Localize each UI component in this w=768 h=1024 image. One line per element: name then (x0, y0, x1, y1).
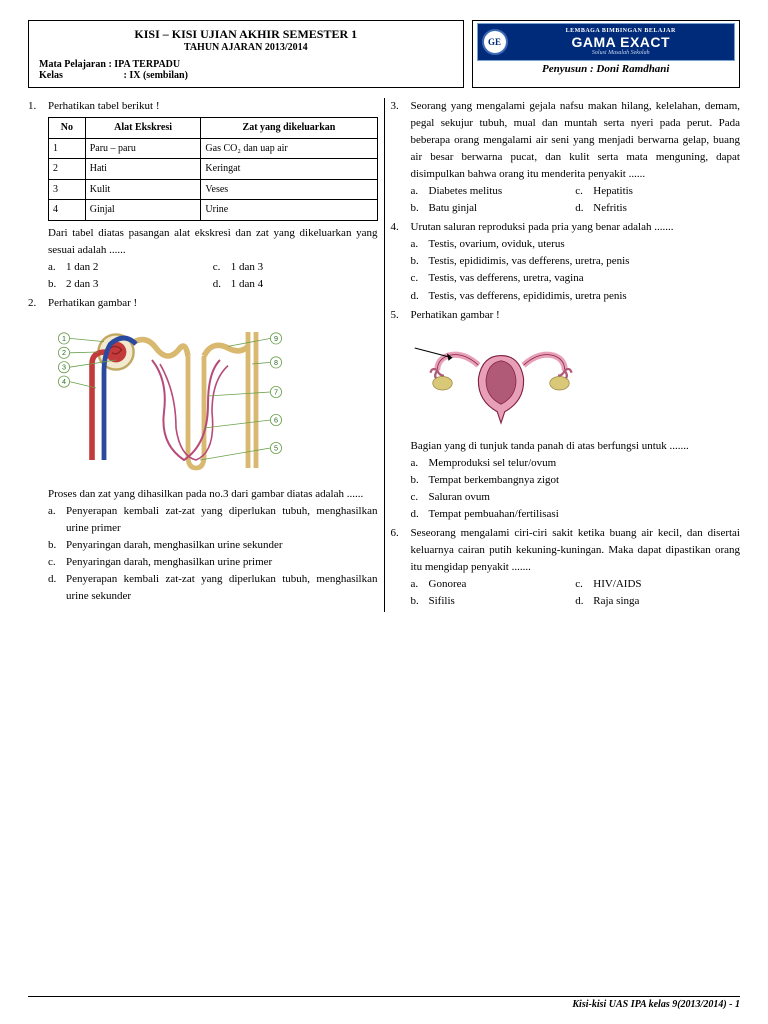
q3-opts: a.Diabetes melitus c.Hepatitis b.Batu gi… (411, 183, 741, 217)
footer: Kisi-kisi UAS IPA kelas 9(2013/2014) - 1 (28, 996, 740, 1010)
svg-text:8: 8 (274, 358, 278, 367)
author: Penyusun : Doni Ramdhani (477, 63, 735, 75)
q2-opts: a.Penyerapan kembali zat-zat yang diperl… (48, 503, 378, 605)
q2-after: Proses dan zat yang dihasilkan pada no.3… (48, 486, 378, 503)
q1-prompt: Perhatikan tabel berikut ! (48, 98, 378, 115)
question-3: 3. Seorang yang mengalami gejala nafsu m… (391, 98, 741, 217)
content: 1. Perhatikan tabel berikut ! No Alat Ek… (28, 98, 740, 612)
question-1: 1. Perhatikan tabel berikut ! No Alat Ek… (28, 98, 378, 293)
svg-text:5: 5 (274, 443, 278, 452)
column-right: 3. Seorang yang mengalami gejala nafsu m… (391, 98, 741, 612)
logo-circle-icon: GE (482, 29, 508, 55)
svg-text:6: 6 (274, 415, 278, 424)
q4-text: Urutan saluran reproduksi pada pria yang… (411, 219, 741, 236)
header: KISI – KISI UJIAN AKHIR SEMESTER 1 TAHUN… (28, 20, 740, 88)
svg-text:4: 4 (62, 377, 66, 386)
q6-text: Seseorang mengalami ciri-ciri sakit keti… (411, 525, 741, 576)
question-4: 4. Urutan saluran reproduksi pada pria y… (391, 219, 741, 304)
question-6: 6. Seseorang mengalami ciri-ciri sakit k… (391, 525, 741, 610)
column-divider (384, 98, 385, 612)
q6-opts: a.Gonorea c.HIV/AIDS b.Sifilis d.Raja si… (411, 576, 741, 610)
question-5: 5. Perhatikan gambar ! (391, 307, 741, 523)
column-left: 1. Perhatikan tabel berikut ! No Alat Ek… (28, 98, 378, 612)
svg-text:2: 2 (62, 348, 66, 357)
q4-opts: a.Testis, ovarium, oviduk, uterus b.Test… (411, 236, 741, 304)
q5-prompt: Perhatikan gambar ! (411, 307, 741, 324)
q3-text: Seorang yang mengalami gejala nafsu maka… (411, 98, 741, 183)
q5-after: Bagian yang di tunjuk tanda panah di ata… (411, 438, 741, 455)
logo: GE LEMBAGA BIMBINGAN BELAJAR GAMA EXACT … (477, 23, 735, 61)
svg-text:7: 7 (274, 387, 278, 396)
header-right: GE LEMBAGA BIMBINGAN BELAJAR GAMA EXACT … (472, 20, 740, 88)
q1-after: Dari tabel diatas pasangan alat ekskresi… (48, 225, 378, 259)
q1-table: No Alat Ekskresi Zat yang dikeluarkan 1P… (48, 117, 378, 221)
subject-line: Mata Pelajaran : IPA TERPADU (39, 59, 453, 70)
svg-text:3: 3 (62, 362, 66, 371)
question-2: 2. Perhatikan gambar ! (28, 295, 378, 605)
q5-opts: a.Memproduksi sel telur/ovum b.Tempat be… (411, 455, 741, 523)
q1-opts: a.1 dan 2 c.1 dan 3 b.2 dan 3 d.1 dan 4 (48, 259, 378, 293)
svg-text:9: 9 (274, 334, 278, 343)
class-line: Kelas : IX (sembilan) (39, 70, 453, 81)
q2-prompt: Perhatikan gambar ! (48, 295, 378, 312)
uterus-diagram (411, 328, 591, 428)
svg-text:1: 1 (62, 334, 66, 343)
doc-title: KISI – KISI UJIAN AKHIR SEMESTER 1 (39, 27, 453, 42)
doc-subtitle: TAHUN AJARAN 2013/2014 (39, 42, 453, 53)
header-left: KISI – KISI UJIAN AKHIR SEMESTER 1 TAHUN… (28, 20, 464, 88)
nephron-diagram: 1 2 3 4 9 8 7 6 5 (48, 316, 288, 476)
